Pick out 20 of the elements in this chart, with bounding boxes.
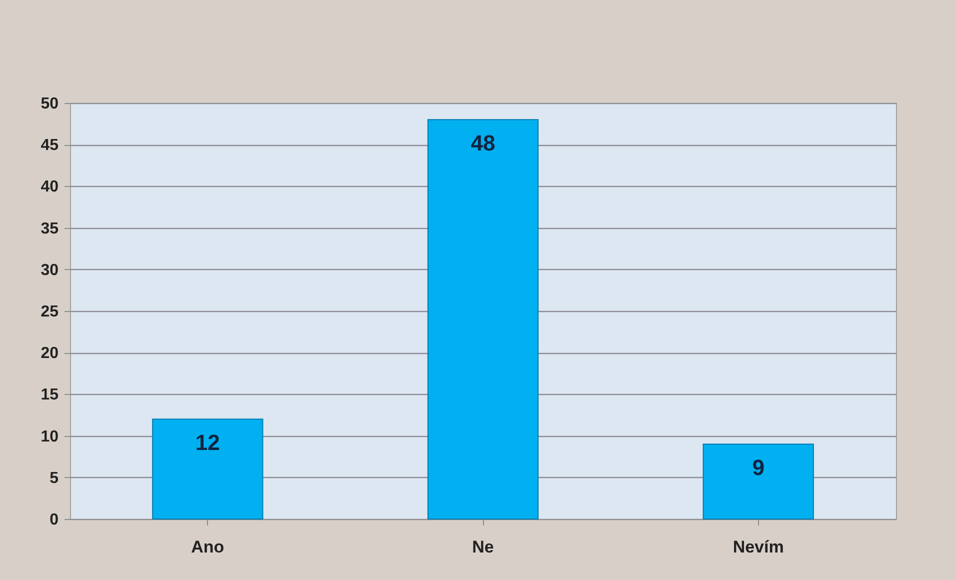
- bar: [152, 418, 264, 520]
- y-tick-label: 40: [40, 178, 59, 196]
- y-tick-label: 5: [50, 470, 59, 487]
- y-tick-label: 10: [40, 428, 59, 446]
- x-tick-label: Ano: [191, 538, 224, 556]
- bar: [427, 119, 539, 520]
- data-label: 12: [195, 430, 220, 456]
- y-tick-label: 50: [40, 96, 59, 112]
- x-tick-label: Nevím: [732, 538, 784, 556]
- data-label: 48: [470, 130, 496, 156]
- y-tick-label: 35: [40, 220, 59, 238]
- y-tick-label: 15: [40, 386, 59, 404]
- y-tick-label: 45: [40, 137, 59, 154]
- y-tick-label: 30: [40, 262, 59, 279]
- y-tick-label: 25: [40, 304, 59, 320]
- x-tick-label: Ne: [472, 538, 494, 556]
- y-tick-label: 0: [50, 512, 59, 528]
- bar: [702, 444, 814, 520]
- y-tick-label: 20: [40, 345, 59, 362]
- data-label: 9: [752, 455, 764, 480]
